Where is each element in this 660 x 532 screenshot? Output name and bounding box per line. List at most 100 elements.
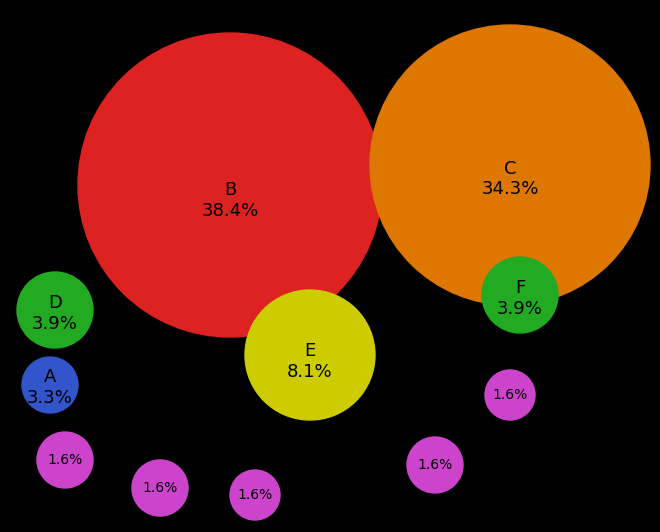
Circle shape [139, 467, 181, 509]
Circle shape [123, 79, 337, 292]
Circle shape [44, 438, 86, 481]
Circle shape [46, 301, 65, 320]
Circle shape [49, 384, 51, 386]
Circle shape [207, 162, 253, 208]
Circle shape [300, 345, 319, 365]
Circle shape [147, 476, 173, 501]
Circle shape [258, 303, 362, 407]
Circle shape [490, 375, 530, 415]
Circle shape [503, 278, 537, 312]
Circle shape [275, 319, 346, 390]
Circle shape [30, 285, 80, 335]
Circle shape [158, 486, 162, 490]
Circle shape [488, 373, 532, 417]
Circle shape [243, 483, 267, 507]
Circle shape [247, 292, 374, 418]
Circle shape [104, 60, 355, 310]
Circle shape [33, 288, 77, 332]
Circle shape [141, 469, 179, 507]
Circle shape [22, 278, 87, 342]
Circle shape [284, 329, 336, 381]
Circle shape [46, 381, 53, 388]
Circle shape [428, 458, 442, 472]
Circle shape [384, 39, 636, 291]
Circle shape [492, 267, 548, 323]
Circle shape [108, 63, 352, 306]
Circle shape [34, 369, 66, 401]
Circle shape [409, 439, 461, 491]
Circle shape [426, 81, 594, 249]
Circle shape [53, 448, 77, 472]
Circle shape [498, 383, 523, 408]
Circle shape [254, 494, 255, 496]
Circle shape [48, 303, 61, 317]
Circle shape [370, 25, 650, 305]
Circle shape [411, 440, 459, 489]
Circle shape [240, 480, 270, 510]
Text: 1.6%: 1.6% [417, 458, 453, 472]
Circle shape [410, 440, 460, 490]
Circle shape [510, 285, 531, 305]
Circle shape [268, 313, 352, 397]
Circle shape [31, 366, 69, 404]
Circle shape [43, 378, 57, 392]
Circle shape [492, 378, 527, 412]
Circle shape [42, 377, 57, 393]
Circle shape [61, 456, 69, 463]
Circle shape [484, 259, 556, 331]
Circle shape [432, 462, 438, 468]
Circle shape [50, 445, 80, 475]
Circle shape [276, 321, 344, 389]
Circle shape [503, 158, 517, 172]
Circle shape [50, 445, 81, 476]
Circle shape [508, 282, 533, 307]
Circle shape [52, 307, 58, 313]
Circle shape [141, 468, 180, 508]
Circle shape [501, 276, 539, 314]
Circle shape [154, 481, 166, 494]
Circle shape [153, 481, 167, 495]
Circle shape [263, 308, 357, 402]
Circle shape [493, 378, 527, 412]
Circle shape [63, 458, 67, 462]
Circle shape [48, 382, 53, 388]
Circle shape [398, 53, 622, 277]
Circle shape [429, 459, 442, 471]
Circle shape [500, 385, 521, 405]
Circle shape [218, 173, 242, 196]
Circle shape [507, 392, 513, 398]
Circle shape [405, 60, 615, 270]
Circle shape [478, 134, 541, 196]
Circle shape [24, 279, 86, 342]
Circle shape [514, 289, 526, 301]
Circle shape [420, 450, 450, 480]
Circle shape [211, 166, 249, 204]
Circle shape [503, 388, 517, 402]
Circle shape [184, 139, 276, 230]
Circle shape [253, 494, 256, 496]
Circle shape [42, 297, 68, 323]
Circle shape [269, 314, 350, 396]
Circle shape [37, 292, 73, 328]
Circle shape [143, 471, 177, 505]
Circle shape [146, 474, 174, 502]
Text: D
3.9%: D 3.9% [32, 294, 78, 333]
Circle shape [240, 479, 271, 511]
Circle shape [509, 394, 512, 396]
Circle shape [56, 451, 74, 469]
Circle shape [144, 472, 176, 504]
Circle shape [50, 304, 61, 315]
Circle shape [486, 140, 535, 189]
Circle shape [214, 170, 246, 200]
Circle shape [517, 292, 523, 298]
Circle shape [51, 446, 79, 474]
Circle shape [23, 359, 77, 412]
Circle shape [39, 374, 61, 396]
Circle shape [244, 484, 265, 505]
Circle shape [494, 379, 526, 411]
Circle shape [48, 443, 82, 478]
Circle shape [516, 291, 524, 299]
Circle shape [483, 258, 557, 332]
Circle shape [512, 287, 527, 303]
Circle shape [488, 263, 552, 327]
